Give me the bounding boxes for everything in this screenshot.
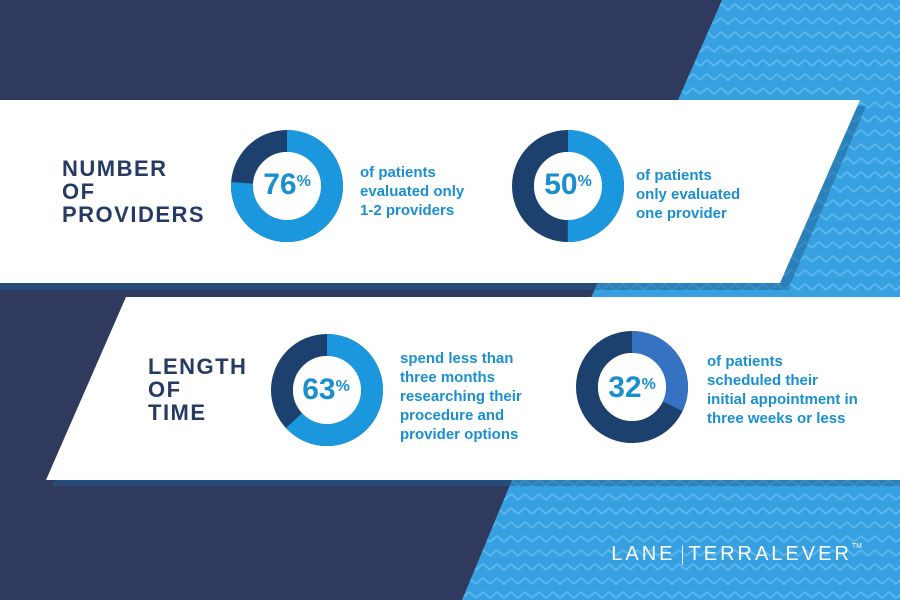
stat-description-50: of patients only evaluated one provider: [636, 167, 741, 222]
stat-percent-63: 63%: [302, 373, 350, 406]
donut-chart-76: [231, 130, 343, 242]
logo-trademark: TM: [851, 543, 862, 550]
donut-hole: [293, 356, 361, 424]
donut-hole: [534, 152, 602, 220]
donut-value-slice: [512, 130, 624, 242]
blue-pattern-bottom: [462, 480, 900, 600]
section-title-number-of-providers: NUMBER OF PROVIDERS: [62, 156, 206, 227]
stat-percent-32: 32%: [608, 371, 656, 404]
stat-percent-76: 76%: [263, 168, 311, 201]
donut-chart-63: [271, 334, 383, 446]
donut-hole: [253, 152, 321, 220]
lane-terralever-logo: LANE TERRALEVERTM: [611, 543, 862, 566]
data-label: 76: [263, 168, 297, 201]
top-banner: [0, 100, 860, 283]
donut-value-slice: [231, 130, 343, 242]
section-title-length-of-time: LENGTH OF TIME: [148, 354, 248, 425]
donut-chart-32: [576, 331, 688, 443]
data-label: 32: [608, 371, 642, 404]
stat-percent-50: 50%: [544, 168, 592, 201]
donut-value-slice: [576, 331, 688, 443]
stat-description-32: of patients scheduled their initial appo…: [707, 353, 858, 427]
bottom-banner: [46, 297, 900, 480]
stat-description-76: of patients evaluated only 1-2 providers: [360, 164, 465, 219]
donut-hole: [598, 353, 666, 421]
donut-value-slice: [271, 334, 383, 446]
stat-description-63: spend less than three months researching…: [400, 350, 522, 443]
logo-left: LANE: [611, 543, 676, 565]
logo-divider: [681, 544, 683, 565]
logo-right: TERRALEVER: [688, 543, 852, 565]
donut-chart-50: [512, 130, 624, 242]
data-label: 63: [302, 373, 336, 406]
data-label: 50: [544, 168, 578, 201]
